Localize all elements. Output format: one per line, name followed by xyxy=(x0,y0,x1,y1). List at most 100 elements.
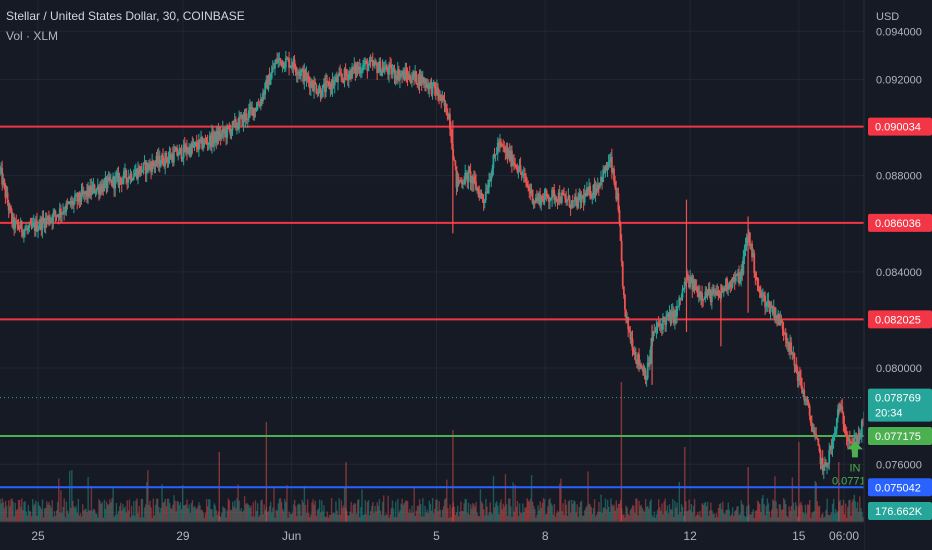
volume-bar xyxy=(512,482,514,522)
volume-bar xyxy=(74,508,76,522)
candle-body xyxy=(563,194,565,196)
candle-body xyxy=(264,83,267,95)
candle-body xyxy=(349,70,351,75)
candle-body xyxy=(502,145,505,147)
candle-body xyxy=(49,220,51,223)
volume-bar xyxy=(777,517,779,522)
volume-bar xyxy=(249,507,251,522)
candle-body xyxy=(421,77,424,83)
volume-bar xyxy=(681,506,684,522)
candle-body xyxy=(371,60,374,66)
volume-bar xyxy=(476,512,478,522)
volume-bar xyxy=(140,498,143,522)
candle-body xyxy=(457,176,460,183)
volume-bar xyxy=(819,517,822,522)
candle-body xyxy=(30,223,33,227)
candle-body xyxy=(854,437,857,439)
volume-bar xyxy=(475,502,477,522)
volume-bar xyxy=(283,511,285,522)
volume-bar xyxy=(617,504,620,522)
volume-bar xyxy=(762,495,764,522)
price-tick-label: 0.094000 xyxy=(876,26,922,38)
volume-bar xyxy=(629,509,632,522)
volume-bar xyxy=(364,500,366,522)
candle-body xyxy=(679,297,682,299)
volume-bar xyxy=(440,517,443,522)
candle-body xyxy=(638,354,640,365)
volume-bar xyxy=(826,498,828,522)
candle-body xyxy=(794,364,797,366)
candle-body xyxy=(289,65,292,68)
candle-body xyxy=(399,75,401,81)
candle-body xyxy=(600,176,602,183)
volume-bar xyxy=(180,509,183,522)
volume-bar xyxy=(589,504,591,522)
candle-body xyxy=(742,256,745,275)
candle-body xyxy=(231,121,234,131)
candle-body xyxy=(577,195,580,208)
volume-bar xyxy=(64,517,67,522)
candle-body xyxy=(426,84,429,88)
candle-body xyxy=(317,91,320,94)
candle-body xyxy=(487,187,489,193)
candle-body xyxy=(752,252,755,258)
volume-bar xyxy=(245,504,247,522)
volume-bar xyxy=(408,512,410,522)
candle-body xyxy=(697,291,700,297)
volume-bar xyxy=(350,501,352,522)
volume-bar xyxy=(492,475,495,522)
volume-bar xyxy=(143,507,146,522)
candle-body xyxy=(823,462,826,466)
candle-body xyxy=(735,274,738,276)
volume-bar xyxy=(577,516,579,522)
candle-body xyxy=(190,143,193,156)
candle-body xyxy=(641,367,644,369)
volume-bar xyxy=(271,512,273,522)
candle-body xyxy=(154,163,157,167)
candle-body xyxy=(578,193,581,196)
candle-body xyxy=(107,176,110,178)
candle-body xyxy=(521,174,524,176)
volume-bar xyxy=(562,503,564,522)
volume-bar xyxy=(289,513,291,522)
volume-bar xyxy=(731,507,734,522)
candle-body xyxy=(391,71,394,75)
candle-body xyxy=(2,179,5,185)
candle-body xyxy=(771,306,774,314)
candle-body xyxy=(470,176,473,183)
volume-indicator-label[interactable]: Vol · XLM xyxy=(6,29,59,43)
volume-bar xyxy=(654,517,657,522)
volume-bar xyxy=(199,505,201,522)
candle-body xyxy=(488,180,490,188)
candle-body xyxy=(783,332,786,334)
volume-bar xyxy=(580,500,583,522)
volume-bar xyxy=(277,503,280,522)
candle-body xyxy=(807,402,810,406)
candle-body xyxy=(767,300,770,302)
candle-body xyxy=(28,223,31,228)
candle-body xyxy=(232,121,235,123)
volume-bar xyxy=(191,500,194,522)
volume-bar xyxy=(677,514,679,522)
volume-bar xyxy=(436,499,438,522)
candle-body xyxy=(688,278,690,288)
candle-body xyxy=(404,70,407,81)
candle-body xyxy=(45,218,48,220)
candle-body xyxy=(708,288,711,291)
candle-body xyxy=(542,199,545,203)
candle-body xyxy=(325,81,327,93)
candle-body xyxy=(263,92,265,95)
volume-bar xyxy=(367,500,370,522)
volume-bar xyxy=(814,480,816,522)
candle-body xyxy=(431,82,434,95)
volume-bar xyxy=(759,504,761,522)
candle-body xyxy=(24,230,26,232)
candle-body xyxy=(859,435,862,437)
candle-body xyxy=(108,176,111,181)
symbol-title[interactable]: Stellar / United States Dollar, 30, COIN… xyxy=(6,9,245,23)
candle-body xyxy=(671,310,674,312)
volume-bar xyxy=(270,501,272,522)
volume-bar xyxy=(167,498,170,522)
volume-bar xyxy=(121,510,123,522)
